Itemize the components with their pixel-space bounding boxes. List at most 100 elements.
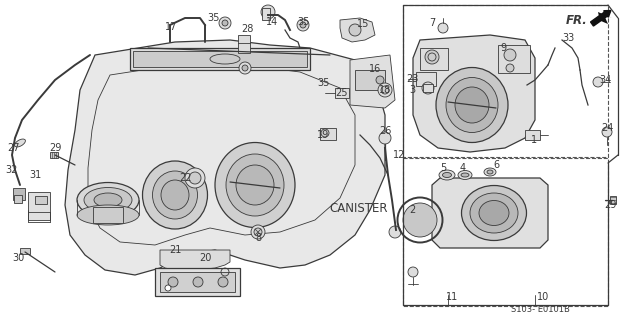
Bar [93, 207, 123, 223]
Circle shape [422, 82, 434, 94]
Text: 4: 4 [460, 163, 466, 173]
Ellipse shape [442, 173, 451, 177]
Ellipse shape [84, 188, 132, 212]
Bar [262, 8, 270, 20]
Circle shape [389, 226, 401, 238]
Circle shape [261, 5, 275, 19]
Text: 35: 35 [207, 13, 219, 23]
Text: CANISTER: CANISTER [330, 202, 388, 214]
Text: 3: 3 [409, 85, 415, 95]
Ellipse shape [479, 201, 509, 226]
Text: 5: 5 [440, 163, 446, 173]
Bar [403, 158, 608, 306]
Text: 27: 27 [8, 143, 20, 153]
Text: 20: 20 [199, 253, 211, 263]
Ellipse shape [15, 139, 26, 147]
Ellipse shape [77, 205, 139, 225]
Circle shape [506, 64, 514, 72]
Bar [403, 5, 608, 157]
Bar [416, 72, 436, 86]
Ellipse shape [484, 168, 496, 176]
Circle shape [254, 228, 262, 236]
Text: 35: 35 [297, 17, 309, 27]
Ellipse shape [226, 154, 284, 216]
Text: 15: 15 [357, 19, 369, 29]
Ellipse shape [152, 171, 198, 219]
Circle shape [222, 20, 228, 26]
Circle shape [349, 24, 361, 36]
Bar [610, 196, 616, 204]
Text: 16: 16 [369, 64, 381, 74]
Ellipse shape [436, 68, 508, 143]
Circle shape [379, 132, 391, 144]
Bar [50, 152, 58, 158]
Text: 35: 35 [317, 78, 329, 88]
Text: 25: 25 [335, 88, 348, 98]
Bar [525, 130, 540, 140]
Text: 23: 23 [406, 74, 418, 84]
Text: 2: 2 [409, 205, 415, 215]
Text: 17: 17 [165, 22, 177, 32]
Text: 28: 28 [241, 24, 253, 34]
Ellipse shape [236, 165, 274, 205]
Circle shape [165, 285, 171, 291]
Circle shape [381, 86, 389, 94]
Bar [238, 35, 250, 53]
Polygon shape [413, 35, 535, 152]
Text: 6: 6 [493, 160, 499, 170]
Circle shape [189, 172, 201, 184]
Circle shape [376, 76, 384, 84]
Text: FR.: FR. [566, 13, 588, 26]
Text: 18: 18 [379, 85, 391, 95]
Bar [13, 188, 25, 200]
Circle shape [504, 49, 516, 61]
Polygon shape [160, 250, 230, 270]
Polygon shape [340, 18, 375, 42]
Text: 11: 11 [446, 292, 458, 302]
Polygon shape [432, 178, 548, 248]
Circle shape [378, 83, 392, 97]
Text: 8: 8 [255, 233, 261, 243]
Ellipse shape [77, 182, 139, 218]
Polygon shape [350, 55, 395, 108]
Bar [320, 128, 336, 140]
FancyArrow shape [591, 11, 611, 26]
Bar [155, 268, 240, 296]
Ellipse shape [446, 78, 498, 132]
Ellipse shape [461, 173, 469, 177]
Polygon shape [594, 12, 612, 24]
Text: 7: 7 [429, 18, 435, 28]
Ellipse shape [487, 170, 493, 174]
Text: 19: 19 [317, 130, 329, 140]
Ellipse shape [461, 186, 527, 241]
Circle shape [239, 62, 251, 74]
Text: 34: 34 [599, 75, 611, 85]
Ellipse shape [439, 170, 455, 180]
Text: 31: 31 [29, 170, 41, 180]
Ellipse shape [161, 180, 189, 210]
Text: 22: 22 [179, 173, 191, 183]
Ellipse shape [143, 161, 207, 229]
Bar [160, 272, 235, 292]
Circle shape [300, 22, 306, 28]
Text: 1: 1 [531, 135, 537, 145]
Bar [335, 88, 349, 98]
Circle shape [219, 17, 231, 29]
Circle shape [242, 65, 248, 71]
Ellipse shape [215, 143, 295, 227]
Text: 9: 9 [500, 43, 506, 53]
Text: 29: 29 [49, 143, 61, 153]
Ellipse shape [94, 193, 122, 207]
Bar [133, 51, 307, 67]
Circle shape [593, 77, 603, 87]
Bar [355, 70, 385, 90]
Bar [498, 45, 530, 73]
Bar [423, 84, 433, 92]
Text: 10: 10 [537, 292, 549, 302]
Text: 21: 21 [169, 245, 181, 255]
Bar [130, 48, 310, 70]
Ellipse shape [455, 87, 489, 123]
Text: 26: 26 [379, 126, 391, 136]
Text: 32: 32 [6, 165, 18, 175]
Text: 14: 14 [266, 17, 278, 27]
